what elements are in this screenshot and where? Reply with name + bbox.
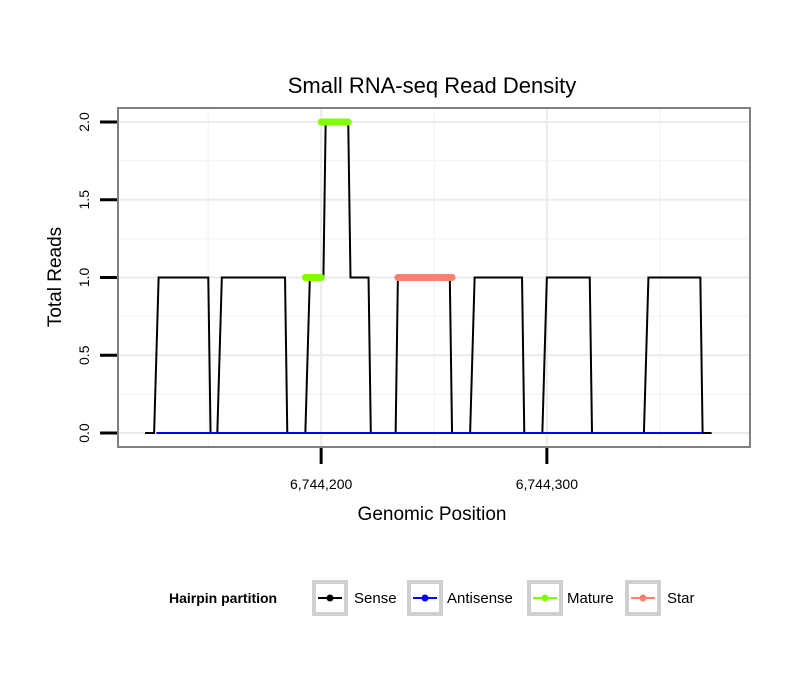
- series-layer: [145, 118, 712, 435]
- legend-point-star: [639, 594, 647, 602]
- legend: Hairpin partition Sense Antisense Mature St…: [169, 580, 695, 616]
- x-axis-title: Genomic Position: [358, 504, 507, 525]
- plot-panel-border: [117, 107, 751, 448]
- y-tick-label: 1.5: [76, 190, 92, 210]
- y-tick-label: 2.0: [76, 112, 92, 132]
- legend-point-sense: [326, 594, 334, 602]
- chart-title: Small RNA-seq Read Density: [288, 73, 577, 98]
- y-axis-title: Total Reads: [45, 227, 66, 327]
- y-tick-label: 0.5: [76, 345, 92, 365]
- legend-label-antisense: Antisense: [447, 590, 513, 607]
- x-tick-label: 6,744,200: [290, 476, 352, 492]
- legend-label-mature: Mature: [567, 590, 614, 607]
- axis-layer: 0.0 0.5 1.0 1.5 2.0 6,744,200 6,744,300: [76, 112, 578, 492]
- legend-label-star: Star: [667, 590, 695, 607]
- y-tick-label: 0.0: [76, 423, 92, 443]
- legend-point-mature: [541, 594, 549, 602]
- y-tick-label: 1.0: [76, 268, 92, 288]
- legend-title: Hairpin partition: [169, 590, 277, 606]
- legend-point-antisense: [421, 594, 429, 602]
- legend-label-sense: Sense: [354, 590, 397, 607]
- x-tick-label: 6,744,300: [516, 476, 578, 492]
